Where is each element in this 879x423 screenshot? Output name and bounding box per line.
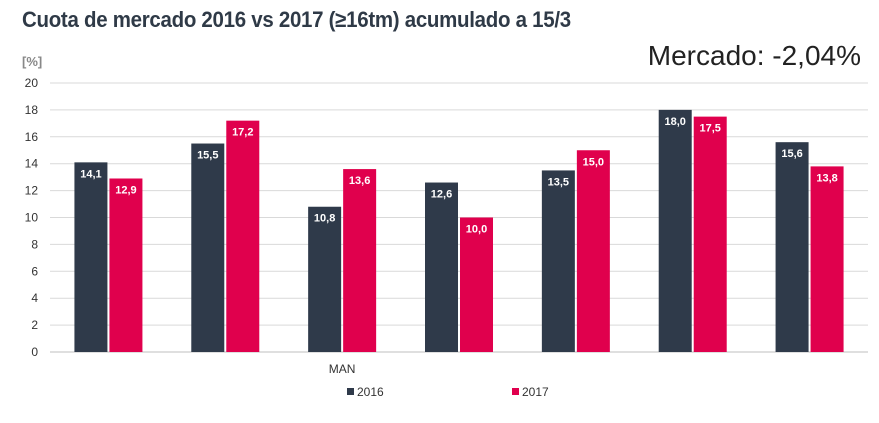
data-label-2017-1: 17,2 (232, 127, 253, 139)
y-tick-label: 6 (31, 264, 38, 278)
y-axis-unit-label: [%] (22, 54, 42, 69)
legend-swatch-2016 (347, 388, 354, 395)
bar-2016-4 (541, 170, 575, 352)
bar-2017-6 (810, 166, 844, 352)
legend-label-2017: 2017 (522, 385, 549, 399)
y-tick-label: 10 (25, 211, 39, 225)
data-label-2016-2: 10,8 (314, 213, 335, 225)
bar-2017-1 (226, 120, 260, 352)
data-label-2017-2: 13,6 (349, 175, 370, 187)
data-label-2016-3: 12,6 (431, 189, 452, 201)
bar-2016-0 (74, 162, 108, 352)
data-label-2017-6: 13,8 (816, 172, 837, 184)
y-tick-label: 8 (31, 237, 38, 251)
x-category-label: MAN (329, 362, 356, 376)
data-label-2016-4: 13,5 (548, 176, 569, 188)
bar-2017-2 (343, 169, 377, 352)
data-label-2017-0: 12,9 (115, 184, 136, 196)
y-tick-label: 4 (31, 291, 38, 305)
bar-2017-5 (693, 116, 727, 352)
bar-2016-1 (191, 143, 225, 352)
data-label-2016-6: 15,6 (781, 148, 802, 160)
y-tick-label: 16 (25, 130, 39, 144)
bar-2016-6 (775, 142, 809, 352)
bar-2017-3 (460, 217, 493, 352)
data-label-2017-5: 17,5 (700, 123, 721, 135)
data-label-2016-0: 14,1 (80, 168, 101, 180)
bar-2017-4 (576, 150, 610, 352)
legend-label-2016: 2016 (357, 385, 384, 399)
bar-2016-5 (658, 109, 692, 353)
bar-2016-3 (425, 182, 458, 352)
chart-title: Cuota de mercado 2016 vs 2017 (≥16tm) ac… (22, 7, 571, 32)
data-label-2016-5: 18,0 (665, 116, 686, 128)
y-tick-label: 0 (31, 345, 38, 359)
market-change-label: Mercado: -2,04% (647, 40, 861, 71)
bar-2016-2 (308, 206, 342, 352)
y-tick-label: 14 (25, 157, 39, 171)
bar-2017-0 (109, 178, 143, 352)
data-label-2017-4: 15,0 (583, 156, 604, 168)
y-tick-label: 18 (25, 103, 39, 117)
data-label-2017-3: 10,0 (466, 224, 487, 236)
data-label-2016-1: 15,5 (197, 150, 218, 162)
y-tick-label: 2 (31, 318, 38, 332)
y-tick-label: 12 (25, 184, 39, 198)
legend-swatch-2017 (512, 388, 519, 395)
y-tick-label: 20 (25, 76, 39, 90)
